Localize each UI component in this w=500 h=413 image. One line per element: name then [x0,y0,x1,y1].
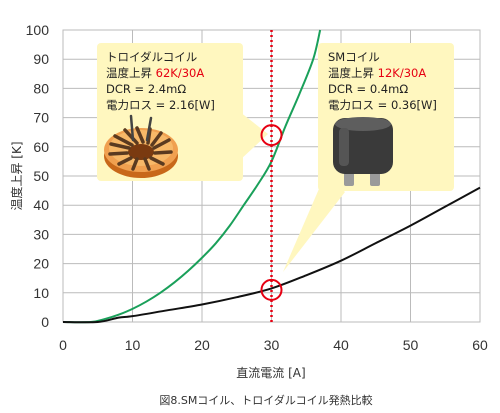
series-line-sm_coil [62,186,481,324]
y-tick-labels: 0 10 20 30 40 50 60 70 80 90 100 [26,22,50,330]
y-tick-label: 30 [33,226,49,242]
x-tick-label: 10 [125,337,141,353]
y-tick-label: 50 [33,168,49,184]
y-axis-label: 温度上昇 [K] [9,141,24,210]
y-tick-label: 10 [33,285,49,301]
toroidal-power-loss: 電力ロス = 2.16[W] [106,98,215,112]
toroidal-name: トロイダルコイル [106,50,197,64]
y-tick-label: 80 [33,80,49,96]
x-axis-label: 直流電流 [A] [236,366,305,380]
toroidal-dcr: DCR = 2.4mΩ [106,82,186,96]
series-lines [62,29,481,324]
y-tick-label: 0 [41,314,49,330]
toroidal-annotation: トロイダルコイル 温度上昇 62K/30A DCR = 2.4mΩ 電力ロス =… [97,43,268,181]
toroidal-temp-rise: 温度上昇 62K/30A [106,66,204,80]
x-tick-label: 0 [59,337,67,353]
y-tick-label: 20 [33,256,49,272]
highlight-markers [260,124,283,301]
highlight-circle-0 [260,124,283,147]
y-tick-label: 70 [33,110,49,126]
sm-dcr: DCR = 0.4mΩ [328,82,408,96]
x-tick-label: 40 [333,337,349,353]
y-tick-label: 60 [33,139,49,155]
sm-temp-rise: 温度上昇 12K/30A [328,66,426,80]
y-tick-label: 40 [33,197,49,213]
figure-caption: 図8.SMコイル、トロイダルコイル発熱比較 [159,393,372,407]
highlight-circle-1 [260,278,283,301]
toroidal-coil-icon [104,114,178,178]
y-tick-label: 90 [33,51,49,67]
y-tick-label: 100 [26,22,50,38]
sm-annotation: SMコイル 温度上昇 12K/30A DCR = 0.4mΩ 電力ロス = 0.… [283,43,454,272]
x-tick-label: 30 [264,337,280,353]
sm-coil-icon [333,117,393,186]
sm-callout-pointer [283,175,345,272]
x-tick-labels: 0 10 20 30 40 50 60 [59,337,488,353]
sm-power-loss: 電力ロス = 0.36[W] [328,98,437,112]
x-tick-label: 50 [403,337,419,353]
series-line-toroidal [62,29,322,324]
sm-name: SMコイル [328,50,380,64]
x-tick-label: 60 [472,337,488,353]
x-tick-label: 20 [194,337,210,353]
toroidal-callout-pointer [240,112,268,160]
